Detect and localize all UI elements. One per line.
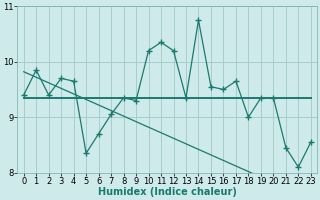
X-axis label: Humidex (Indice chaleur): Humidex (Indice chaleur) — [98, 187, 237, 197]
